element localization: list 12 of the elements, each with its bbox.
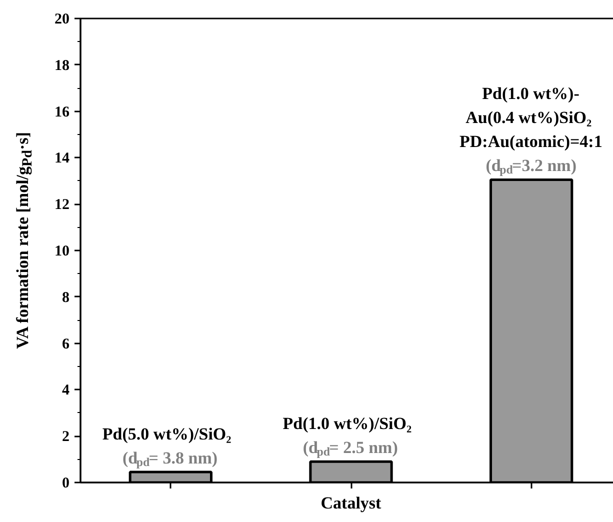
y-tick-label: 18 (54, 58, 70, 74)
y-tick-label: 8 (62, 290, 70, 306)
y-tick-label: 14 (54, 150, 70, 167)
y-tick-label: 2 (62, 429, 70, 446)
x-axis-title: Catalyst (320, 494, 382, 512)
y-tick-label: 0 (62, 476, 70, 492)
y-tick-label: 4 (62, 382, 70, 399)
y-tick-label: 6 (62, 336, 70, 352)
y-tick-label: 12 (54, 197, 70, 214)
y-tick-label: 10 (54, 244, 70, 260)
y-tick-label: 20 (54, 12, 70, 28)
y-tick-label: 16 (54, 104, 70, 120)
